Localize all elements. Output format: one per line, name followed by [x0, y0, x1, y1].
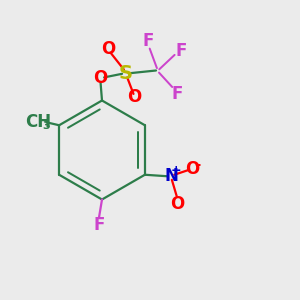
Text: 3: 3	[42, 121, 50, 131]
Text: -: -	[194, 157, 201, 172]
Text: O: O	[170, 195, 184, 213]
Text: O: O	[101, 40, 116, 58]
Text: F: F	[176, 42, 187, 60]
Text: O: O	[93, 69, 108, 87]
Text: F: F	[172, 85, 183, 103]
Text: N: N	[164, 167, 178, 185]
Text: +: +	[171, 164, 182, 177]
Text: F: F	[143, 32, 154, 50]
Text: O: O	[185, 160, 200, 178]
Text: F: F	[93, 216, 105, 234]
Text: S: S	[119, 64, 133, 83]
Text: CH: CH	[25, 113, 51, 131]
Text: O: O	[127, 88, 142, 106]
